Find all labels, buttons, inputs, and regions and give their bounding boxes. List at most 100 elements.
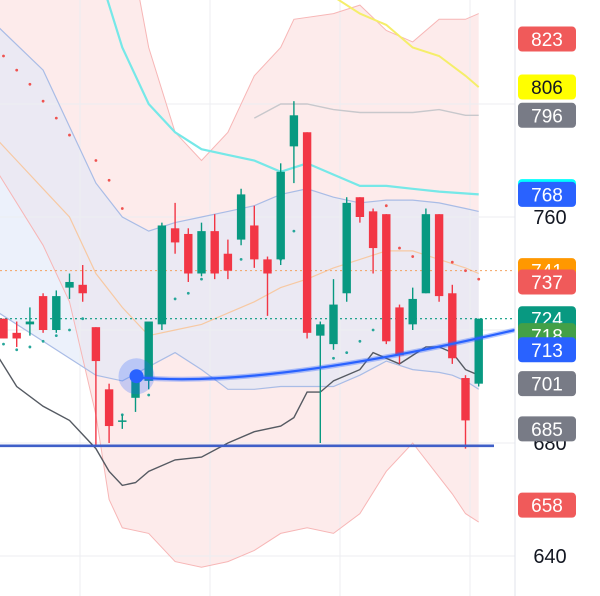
price-label-text: 658: [531, 496, 563, 517]
ma-orange: [0, 141, 479, 337]
candle-17: [223, 239, 233, 280]
candle-body: [91, 327, 101, 362]
y-tick-840: 840: [533, 0, 566, 3]
candle-body: [395, 307, 404, 356]
sar-dot-red-8: [120, 207, 124, 210]
drawing-tools[interactable]: [0, 327, 518, 448]
sar-dot-green-10: [173, 297, 177, 301]
price-label-bg: [518, 492, 576, 518]
candle-35: [461, 375, 470, 449]
candle-body: [52, 296, 61, 330]
candle-12: [157, 222, 167, 330]
candle-body: [434, 214, 444, 297]
candle-9: [118, 414, 127, 429]
price-label-bg: [518, 371, 576, 397]
price-label-bg: [518, 26, 576, 52]
candle-1: [12, 321, 21, 347]
candle-body: [355, 197, 365, 217]
candle-28: [368, 208, 378, 274]
candle-body: [25, 321, 35, 325]
candle-2: [25, 307, 35, 336]
candle-33: [434, 214, 444, 302]
sar-dot-red-10: [398, 246, 401, 250]
price-label-bg: [518, 269, 576, 295]
candle-body: [65, 281, 74, 288]
candle-6: [78, 265, 87, 302]
candle-21: [276, 163, 285, 266]
sar-dot-red-0: [2, 54, 5, 58]
candle-13: [170, 202, 180, 254]
candle-20: [263, 256, 272, 316]
sar-dot-green-17: [292, 229, 296, 233]
candle-4: [52, 290, 61, 333]
candle-body: [263, 259, 272, 274]
candle-body: [170, 228, 180, 243]
candle-body: [223, 253, 233, 271]
candle-body: [0, 318, 8, 339]
sar-dot-green-3: [41, 339, 45, 343]
ma-yellow: [336, 0, 480, 88]
sar-dot-green-20: [345, 351, 349, 354]
candle-body: [461, 378, 470, 421]
candle-body: [329, 304, 338, 345]
curve-trendline: [135, 328, 517, 381]
candle-31: [408, 287, 417, 330]
candle-26: [342, 197, 351, 302]
candle-7: [91, 327, 101, 446]
candle-body: [210, 231, 219, 274]
candle-0: [0, 318, 8, 339]
candles: [0, 101, 483, 449]
price-label-737: 737: [518, 269, 576, 295]
price-label-text: 685: [531, 420, 563, 441]
candle-8: [104, 383, 114, 443]
candle-body: [474, 318, 483, 384]
candle-5: [65, 273, 74, 299]
candle-body: [421, 214, 431, 294]
candle-body: [302, 132, 312, 333]
candle-body: [144, 321, 153, 381]
candle-body: [118, 420, 127, 422]
price-labels: 823806796769768741737724718713701685658: [518, 26, 576, 518]
sar-dot-green-5: [68, 328, 71, 332]
candle-body: [289, 115, 299, 147]
sar-dot-red-3: [41, 99, 45, 103]
sar-dot-green-1: [15, 348, 19, 352]
sar-dot-green-12: [200, 277, 203, 281]
price-label-bg: [518, 102, 576, 128]
price-label-713: 713: [518, 337, 576, 363]
candle-body: [12, 332, 21, 339]
sar-dot-red-7: [107, 178, 111, 182]
candle-body: [197, 231, 206, 274]
candle-body: [184, 233, 193, 274]
sar-dot-green-0: [2, 342, 5, 346]
price-label-bg: [518, 181, 576, 207]
candle-25: [329, 279, 338, 350]
sar-dot-green-2: [28, 345, 32, 349]
price-label-text: 823: [531, 30, 563, 51]
outer-band-lower: [0, 175, 479, 568]
candle-22: [289, 101, 299, 184]
candle-16: [210, 214, 219, 280]
sar-dot-red-15: [464, 269, 467, 273]
candle-body: [368, 211, 378, 249]
candle-32: [421, 208, 431, 294]
candle-body: [78, 284, 87, 294]
price-label-bg: [518, 337, 576, 363]
candle-15: [197, 222, 206, 277]
sar-dot-green-8: [147, 393, 151, 397]
price-label-658: 658: [518, 492, 576, 518]
candle-29: [382, 214, 391, 345]
candle-body: [38, 296, 48, 330]
candle-24: [316, 321, 325, 443]
y-tick-760: 760: [533, 207, 566, 229]
candle-body: [408, 298, 417, 325]
sar-dot-red-9: [384, 204, 388, 208]
candle-body: [131, 380, 140, 398]
sar-dot-red-5: [68, 133, 71, 137]
sar-dot-red-14: [450, 260, 454, 264]
candle-3: [38, 293, 48, 333]
outer-band-upper: [139, 0, 479, 162]
price-label-701: 701: [518, 371, 576, 397]
candle-body: [448, 293, 457, 359]
